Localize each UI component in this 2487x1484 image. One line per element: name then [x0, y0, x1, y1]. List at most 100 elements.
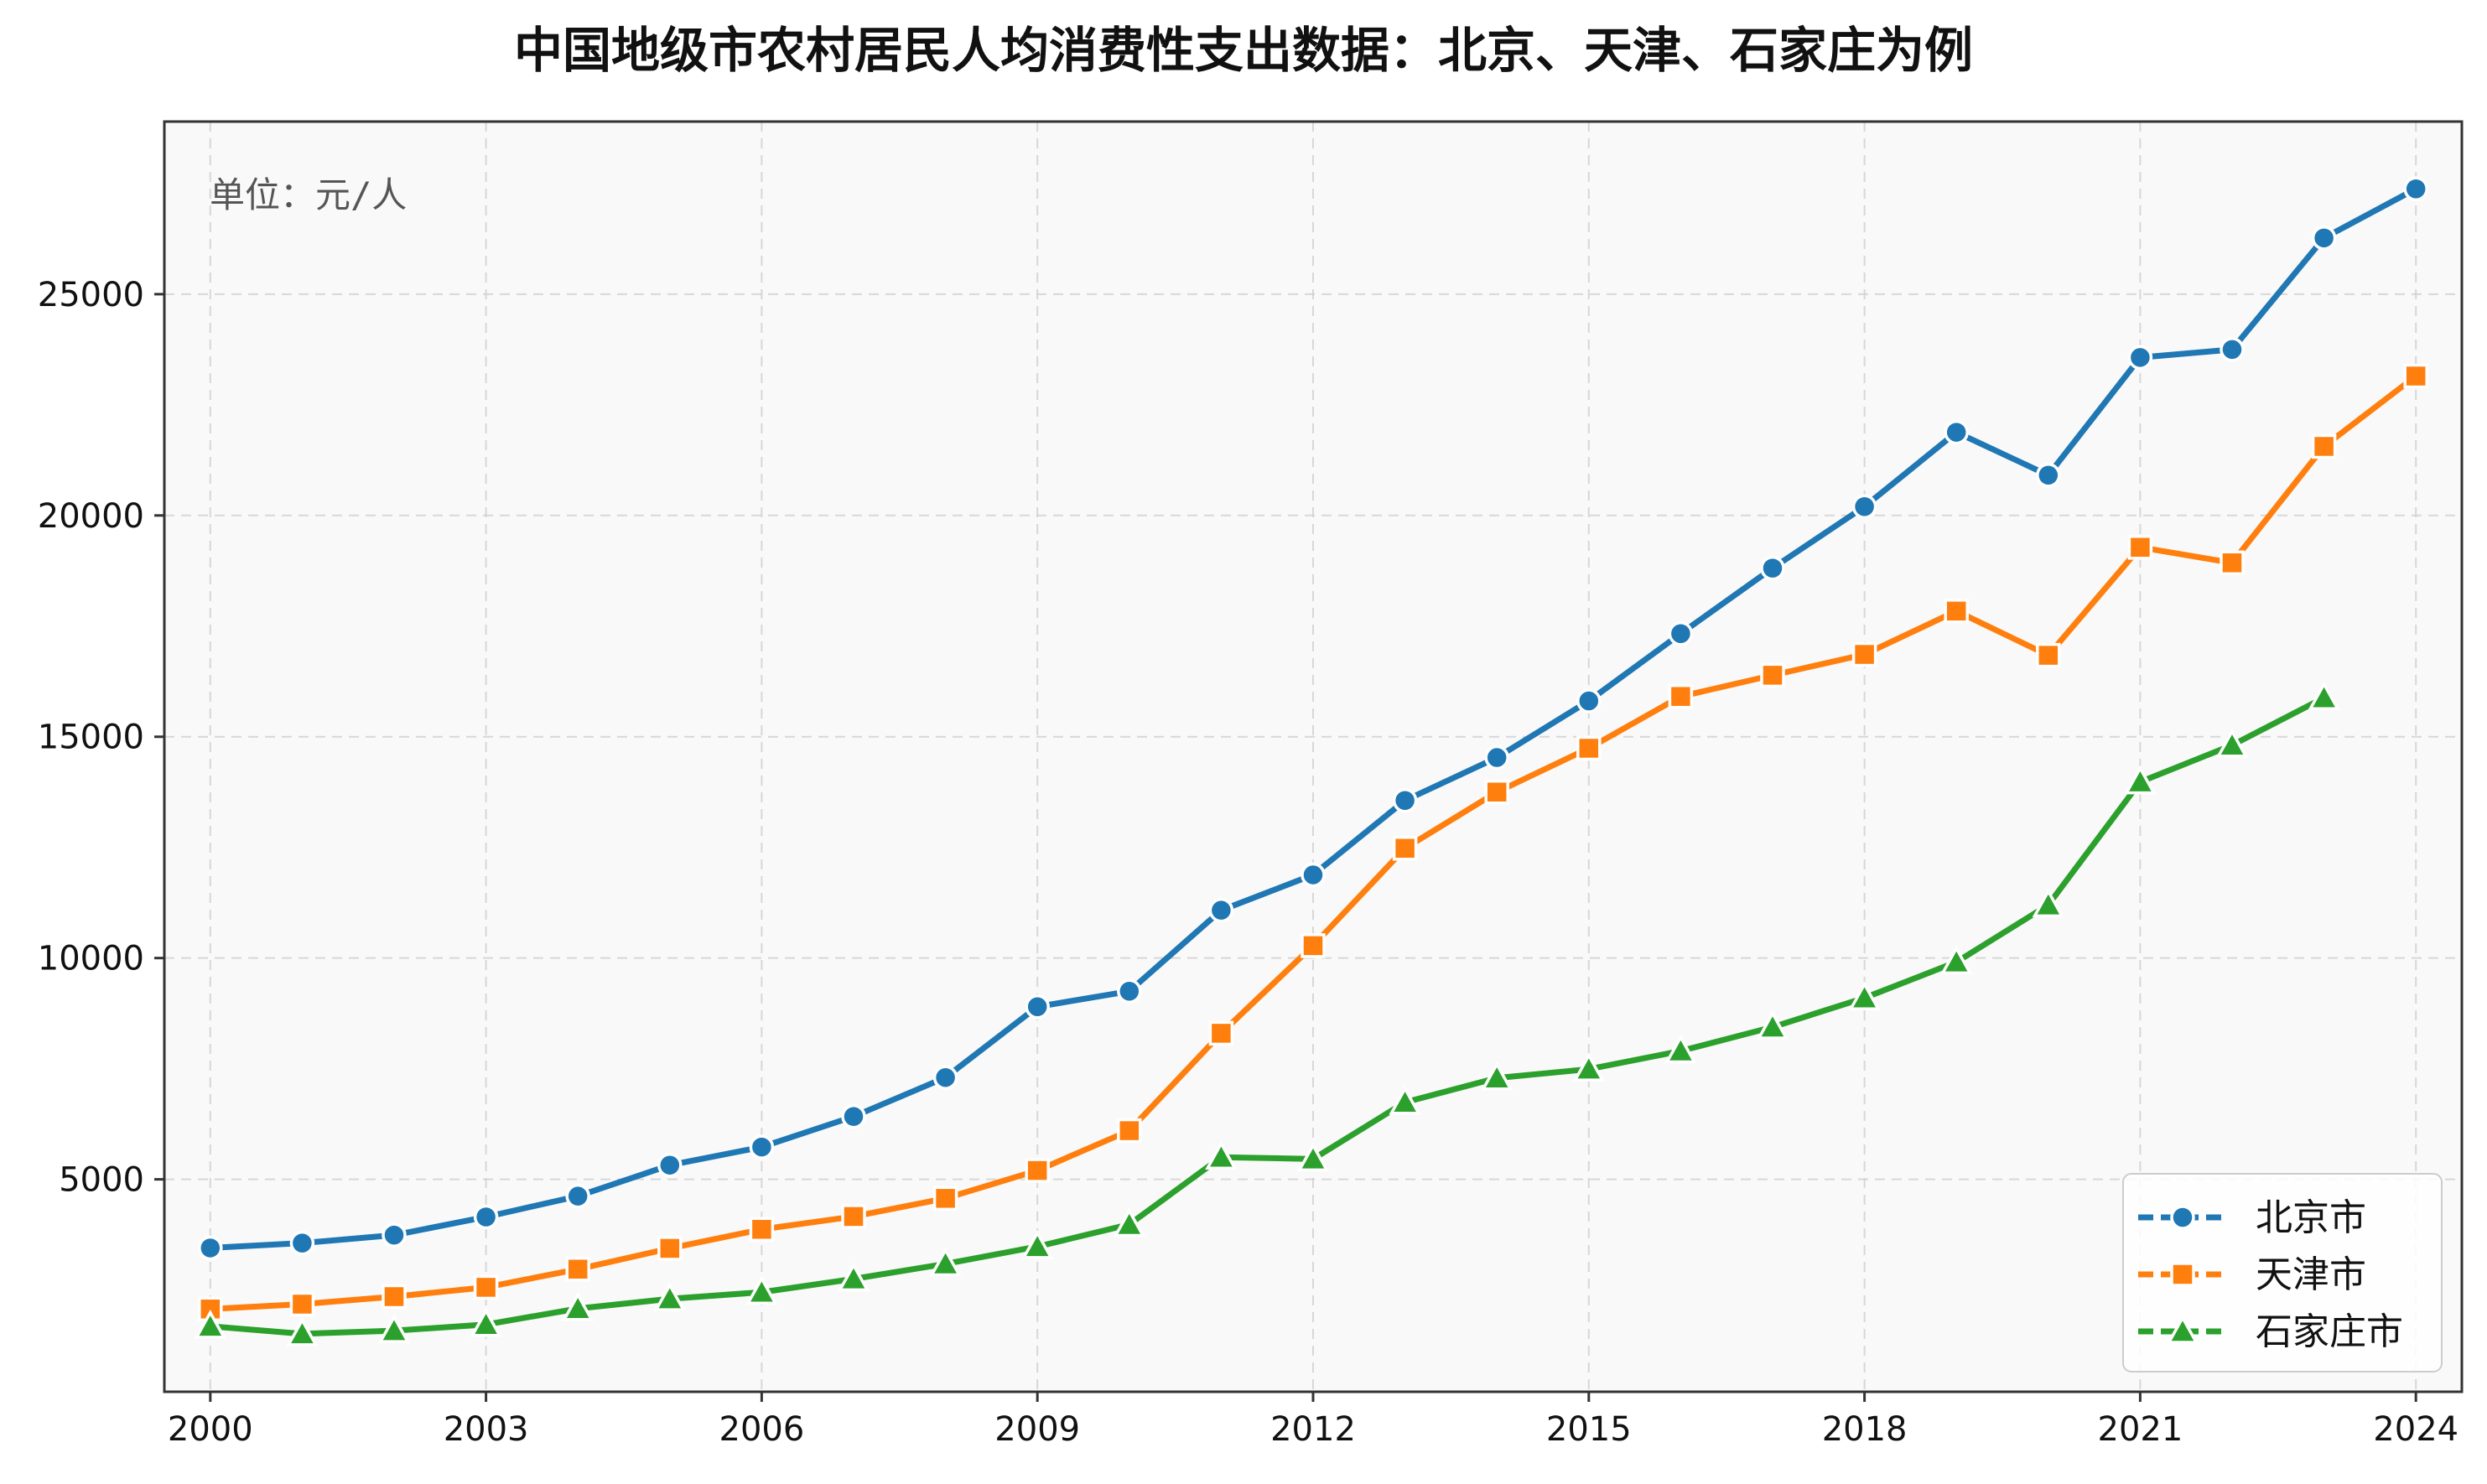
- data-point-shijiazhuang-2008: [929, 1247, 962, 1277]
- data-point-beijing-2000: [198, 1235, 223, 1261]
- x-tick-label-2000: 2000: [168, 1410, 253, 1449]
- data-point-tianjin-2021: [2127, 535, 2153, 560]
- data-point-beijing-2012: [1301, 862, 1326, 888]
- data-point-beijing-2019: [1944, 419, 1969, 445]
- data-point-beijing-2003: [473, 1204, 499, 1230]
- data-point-shijiazhuang-2000: [194, 1310, 227, 1339]
- data-point-shijiazhuang-2005: [653, 1282, 687, 1311]
- y-tick-label-25000: 25000: [38, 276, 144, 314]
- data-point-tianjin-2016: [1668, 683, 1694, 709]
- x-tick-label-2006: 2006: [719, 1410, 805, 1449]
- data-point-beijing-2015: [1576, 688, 1602, 713]
- data-point-shijiazhuang-2018: [1848, 981, 1881, 1010]
- data-point-beijing-2018: [1851, 494, 1877, 520]
- x-tick-label-2003: 2003: [444, 1410, 529, 1449]
- data-point-beijing-2017: [1760, 555, 1785, 581]
- data-point-beijing-2023: [2311, 226, 2337, 251]
- x-tick-label-2015: 2015: [1546, 1410, 1632, 1449]
- data-point-tianjin-2011: [1208, 1020, 1234, 1046]
- data-point-shijiazhuang-2001: [286, 1316, 319, 1346]
- data-point-beijing-2014: [1484, 745, 1509, 771]
- data-point-beijing-2009: [1025, 994, 1050, 1020]
- data-point-tianjin-2017: [1760, 662, 1785, 688]
- series-line-shijiazhuang: [207, 694, 2328, 1337]
- data-point-shijiazhuang-2004: [561, 1291, 594, 1321]
- legend-box: [2122, 1173, 2443, 1372]
- data-point-beijing-2022: [2220, 337, 2245, 362]
- data-point-beijing-2020: [2036, 463, 2061, 488]
- data-point-tianjin-2022: [2220, 550, 2245, 576]
- data-point-beijing-2006: [749, 1134, 775, 1160]
- unit-annotation: 单位：元/人: [210, 174, 407, 215]
- data-point-shijiazhuang-2002: [377, 1314, 411, 1343]
- data-point-shijiazhuang-2003: [470, 1307, 502, 1337]
- data-point-shijiazhuang-2015: [1572, 1052, 1606, 1082]
- chart-title: 中国地级市农村居民人均消费性支出数据：北京、天津、石家庄为例: [514, 22, 1973, 79]
- legend-label-shijiazhuang: 石家庄市: [2256, 1310, 2403, 1353]
- data-point-beijing-2013: [1392, 788, 1418, 813]
- axis-ticks: 2000 2003 2006 2009 2012 2015 2018 2021 2024 5000…: [38, 276, 2458, 1449]
- x-tick-label-2018: 2018: [1822, 1410, 1908, 1449]
- data-point-beijing-2010: [1117, 978, 1142, 1004]
- data-point-shijiazhuang-2009: [1020, 1230, 1054, 1259]
- y-tick-label-5000: 5000: [59, 1161, 144, 1200]
- data-point-tianjin-2003: [473, 1274, 499, 1300]
- data-point-tianjin-2010: [1117, 1118, 1142, 1144]
- data-point-beijing-2016: [1668, 621, 1694, 646]
- legend-label-tianjin: 天津市: [2256, 1253, 2366, 1296]
- data-point-tianjin-2024: [2403, 363, 2428, 389]
- data-point-tianjin-2009: [1025, 1158, 1050, 1183]
- series-shijiazhuang: [194, 681, 2340, 1346]
- x-tick-label-2009: 2009: [994, 1410, 1080, 1449]
- data-point-shijiazhuang-2010: [1113, 1207, 1146, 1238]
- data-point-shijiazhuang-2016: [1664, 1034, 1697, 1064]
- legend-marker-shijiazhuang: [2166, 1315, 2199, 1344]
- series-group: [194, 176, 2428, 1346]
- data-point-tianjin-2007: [841, 1204, 866, 1229]
- y-tick-label-15000: 15000: [38, 719, 144, 757]
- data-point-tianjin-2014: [1484, 779, 1509, 805]
- data-point-shijiazhuang-2007: [837, 1262, 870, 1292]
- series-beijing: [198, 176, 2428, 1261]
- y-tick-label-20000: 20000: [38, 497, 144, 536]
- legend-item-tianjin: 天津市: [2138, 1253, 2366, 1296]
- legend-item-shijiazhuang: 石家庄市: [2138, 1310, 2403, 1353]
- data-point-tianjin-2005: [657, 1236, 683, 1261]
- data-point-beijing-2005: [657, 1152, 683, 1178]
- data-point-shijiazhuang-2021: [2124, 765, 2157, 795]
- data-point-beijing-2004: [565, 1183, 590, 1209]
- data-point-tianjin-2002: [382, 1284, 407, 1310]
- data-point-shijiazhuang-2019: [1939, 945, 1973, 975]
- data-point-beijing-2011: [1208, 897, 1234, 923]
- data-point-shijiazhuang-2014: [1480, 1061, 1513, 1091]
- legend-marker-beijing: [2170, 1205, 2195, 1230]
- data-point-shijiazhuang-2022: [2215, 728, 2249, 758]
- x-tick-label-2021: 2021: [2098, 1410, 2183, 1449]
- data-point-shijiazhuang-2013: [1389, 1085, 1421, 1115]
- legend-label-beijing: 北京市: [2256, 1196, 2366, 1239]
- data-point-beijing-2001: [289, 1230, 315, 1256]
- data-point-shijiazhuang-2023: [2308, 681, 2340, 711]
- data-point-tianjin-2023: [2311, 433, 2337, 459]
- data-point-tianjin-2015: [1576, 735, 1602, 761]
- legend-marker-tianjin: [2170, 1262, 2195, 1287]
- data-point-shijiazhuang-2006: [745, 1275, 778, 1305]
- data-point-beijing-2002: [382, 1222, 407, 1248]
- data-point-tianjin-2019: [1944, 599, 1969, 624]
- data-point-shijiazhuang-2017: [1756, 1010, 1789, 1040]
- data-point-tianjin-2013: [1392, 836, 1418, 861]
- data-point-tianjin-2012: [1301, 933, 1326, 958]
- data-point-tianjin-2004: [565, 1257, 590, 1282]
- data-point-shijiazhuang-2011: [1205, 1140, 1238, 1170]
- data-point-shijiazhuang-2020: [2032, 888, 2065, 918]
- data-point-beijing-2008: [932, 1065, 958, 1090]
- data-point-beijing-2021: [2127, 345, 2153, 371]
- data-point-tianjin-2001: [289, 1291, 315, 1317]
- data-point-tianjin-2020: [2036, 642, 2061, 668]
- data-point-shijiazhuang-2012: [1296, 1142, 1330, 1172]
- data-point-tianjin-2006: [749, 1217, 775, 1243]
- series-tianjin: [198, 363, 2428, 1322]
- data-point-beijing-2007: [841, 1103, 866, 1129]
